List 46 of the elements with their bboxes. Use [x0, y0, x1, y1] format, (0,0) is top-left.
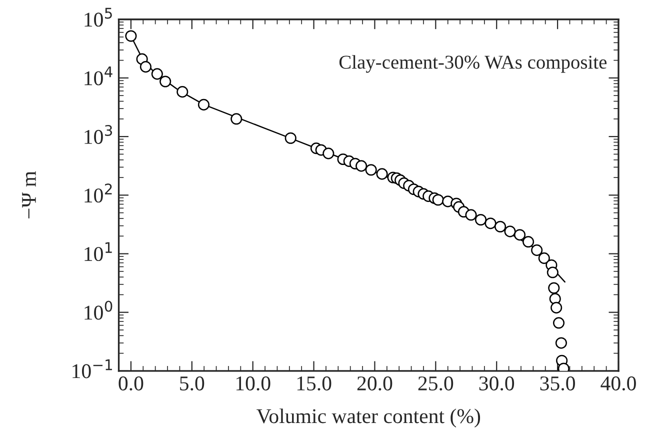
- x-tick-label: 15.0: [297, 376, 332, 391]
- point: [474, 214, 487, 226]
- point: [160, 76, 172, 88]
- point: [504, 226, 516, 238]
- point: [546, 266, 558, 278]
- point: [125, 30, 137, 42]
- point: [284, 132, 296, 144]
- point: [514, 229, 526, 241]
- point: [432, 194, 444, 206]
- annotation: Clay-cement-30% WAs composite: [339, 55, 607, 73]
- x-axis-title: Volumic water content (%): [256, 408, 480, 428]
- x-tick-label: 40.0: [600, 376, 636, 391]
- point: [140, 61, 152, 73]
- y-tick-label: 10$^{0}$: [84, 300, 112, 320]
- point: [550, 302, 562, 314]
- point: [356, 160, 368, 172]
- x-tick-label: 5.0: [180, 376, 204, 391]
- point: [548, 282, 560, 294]
- point: [151, 68, 163, 80]
- y-tick-label: 10$^{2}$: [84, 184, 112, 203]
- x-tick-label: 35.0: [540, 376, 575, 391]
- y-axis-title: −Ψ m: [22, 171, 36, 218]
- x-tick-label: 30.0: [479, 376, 514, 391]
- point: [465, 209, 477, 221]
- point: [198, 98, 210, 110]
- point: [531, 244, 543, 256]
- point: [230, 113, 242, 125]
- x-tick-label: 20.0: [357, 376, 392, 391]
- point: [322, 148, 334, 160]
- point: [176, 86, 188, 98]
- point: [484, 218, 496, 230]
- point: [555, 337, 567, 349]
- y-tick-label: 10$^{1}$: [84, 242, 112, 262]
- x-tick-label: 10.0: [236, 376, 270, 391]
- y-tick-label: 10$^{5}$: [84, 8, 112, 27]
- y-tick-label: 10$^{−1}$: [72, 359, 112, 378]
- point: [494, 220, 506, 232]
- point: [376, 168, 388, 180]
- x-tick-label: 25.0: [418, 376, 454, 391]
- y-tick-label: 10$^{3}$: [84, 124, 112, 144]
- y-tick-label: 10$^{4}$: [84, 66, 112, 86]
- point: [522, 236, 534, 248]
- x-tick-label: 0.0: [118, 376, 144, 391]
- point: [365, 164, 377, 176]
- point: [553, 317, 565, 329]
- point: [538, 252, 550, 264]
